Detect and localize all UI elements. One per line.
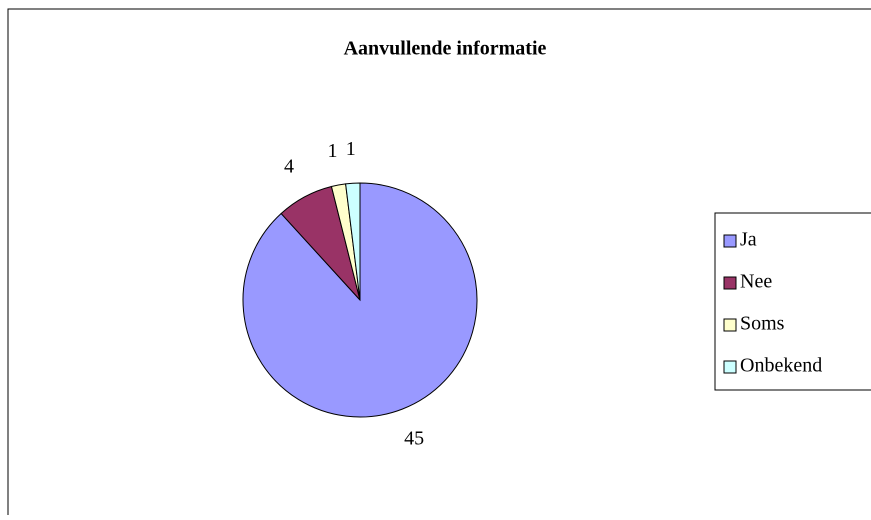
legend-box [714,212,871,391]
legend-label: Onbekend [740,355,822,377]
data-label: 1 [346,138,356,160]
data-label: 1 [327,140,337,162]
pie-slice [345,182,361,301]
legend-swatch [723,360,737,374]
legend-label: Soms [740,313,785,335]
data-label: 45 [404,427,424,449]
legend-label: Ja [740,229,757,251]
legend-swatch [723,234,737,248]
legend-swatch [723,318,737,332]
legend-swatch [723,276,737,290]
legend-label: Nee [740,271,772,293]
chart-title: Aanvullende informatie [344,38,547,60]
data-label: 4 [284,155,294,177]
